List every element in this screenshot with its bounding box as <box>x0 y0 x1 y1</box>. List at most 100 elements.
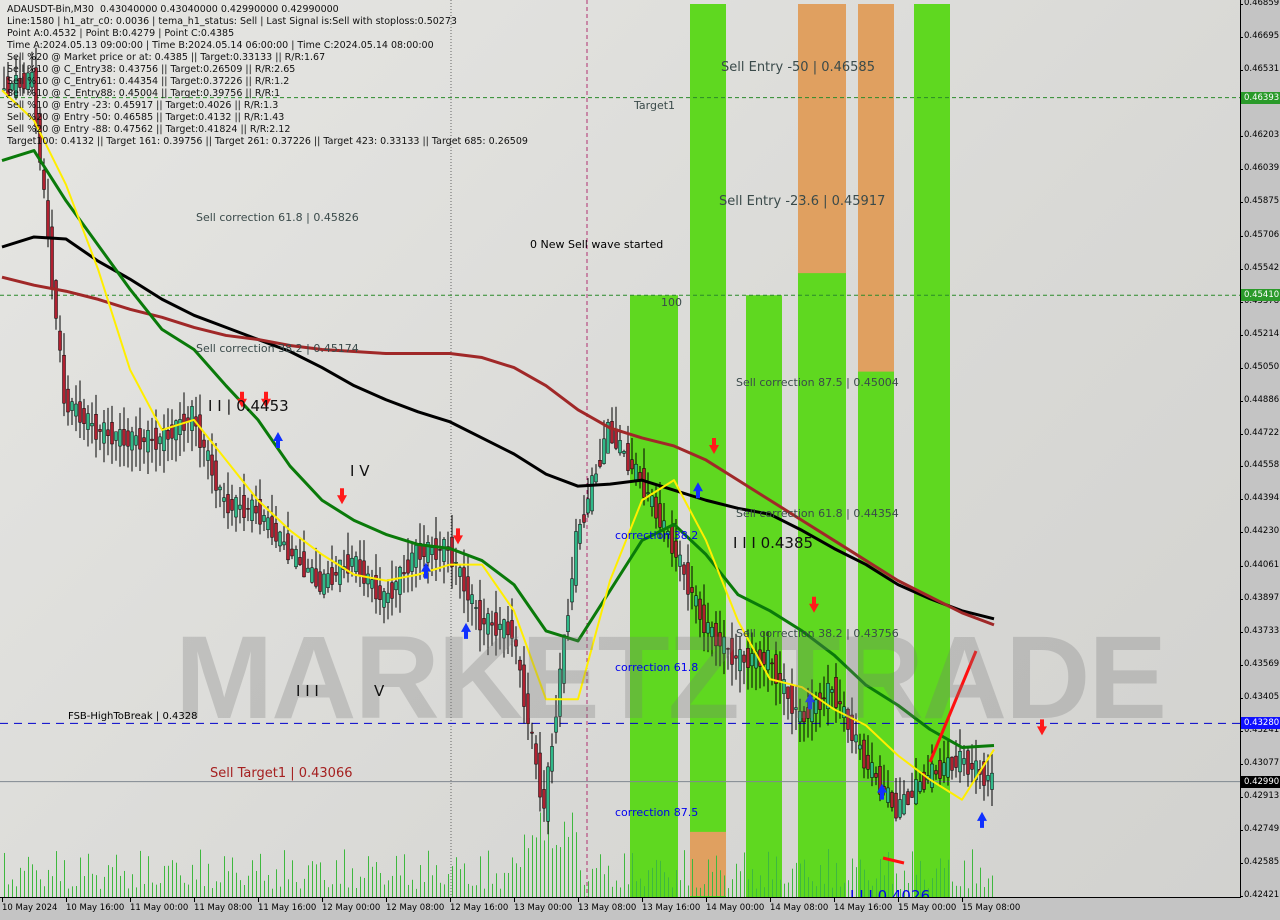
volume-bar <box>76 886 77 897</box>
volume-bar <box>756 888 757 897</box>
volume-bar <box>664 872 665 897</box>
volume-bar <box>352 868 353 897</box>
price-axis[interactable]: 0.468590.466950.465310.463670.462030.460… <box>1239 0 1280 900</box>
candle-body <box>550 746 554 772</box>
volume-bar <box>272 888 273 897</box>
candle-body <box>626 443 630 471</box>
time-tick: 14 May 00:00 <box>706 898 765 913</box>
candle-body <box>890 792 894 808</box>
candle-body <box>842 706 846 718</box>
volume-bar <box>28 856 29 897</box>
price-tick: 0.46695 <box>1239 30 1280 41</box>
candle-body <box>74 403 78 417</box>
volume-bar <box>768 851 769 897</box>
candle-body <box>630 459 634 470</box>
label-correction-61-8: correction 61.8 <box>615 661 699 674</box>
volume-bar <box>196 879 197 897</box>
volume-bar <box>592 868 593 897</box>
volume-bar <box>848 880 849 897</box>
volume-bar <box>580 870 581 897</box>
volume-bar <box>884 875 885 897</box>
volume-bar <box>496 873 497 897</box>
volume-bar <box>276 869 277 897</box>
candle-body <box>474 607 478 609</box>
volume-bar <box>916 874 917 897</box>
volume-bar <box>280 886 281 897</box>
candle-body <box>950 756 954 771</box>
volume-bar <box>468 883 469 897</box>
volume-bar <box>892 883 893 897</box>
volume-bar <box>868 880 869 897</box>
volume-bar <box>852 858 853 897</box>
sell-arrow-icon <box>337 488 347 505</box>
candle-body <box>906 791 910 805</box>
volume-bar <box>864 869 865 897</box>
info-line: Sell %20 @ Entry -88: 0.47562 || Target:… <box>7 124 291 135</box>
candle-body <box>30 71 34 88</box>
candle-body <box>838 701 842 705</box>
volume-bar <box>304 878 305 897</box>
candle-body <box>678 554 682 567</box>
candle-body <box>334 572 338 576</box>
volume-bar <box>900 888 901 897</box>
candle-body <box>498 623 502 630</box>
candle-body <box>622 451 626 454</box>
candle-body <box>70 401 74 411</box>
candle-body <box>406 559 410 574</box>
volume-bar <box>52 876 53 897</box>
candle-body <box>318 571 322 592</box>
volume-bar <box>728 888 729 897</box>
volume-bar <box>144 883 145 897</box>
price-tick: 0.46039 <box>1239 162 1280 173</box>
candle-body <box>230 499 234 511</box>
volume-bar <box>284 850 285 897</box>
volume-bar <box>32 864 33 897</box>
volume-bar <box>976 883 977 897</box>
buy-arrow-icon <box>693 482 703 499</box>
chart-plot-area[interactable]: MARKETZ TRADE ADAUSDT-Bin,M30 0.43040000… <box>0 0 1241 898</box>
candle-body <box>966 750 970 775</box>
volume-bar <box>620 887 621 897</box>
volume-bar <box>520 867 521 897</box>
volume-bar <box>652 867 653 897</box>
volume-bar <box>856 867 857 897</box>
volume-bar <box>992 875 993 897</box>
candle-body <box>54 280 58 319</box>
label-fsb-high-to-break: FSB-HighToBreak | 0.4328 <box>68 711 198 722</box>
candle-body <box>90 423 94 427</box>
price-level-badge: 0.45410 <box>1241 289 1280 302</box>
volume-bar <box>152 882 153 897</box>
volume-bar <box>904 870 905 897</box>
candle-body <box>362 560 366 584</box>
volume-bar <box>832 887 833 897</box>
volume-bar <box>384 884 385 897</box>
candle-body <box>934 770 938 775</box>
candle-body <box>942 762 946 776</box>
volume-bar <box>540 812 541 897</box>
price-tick: 0.43897 <box>1239 593 1280 604</box>
volume-bar <box>736 863 737 897</box>
candle-body <box>694 595 698 607</box>
candle-body <box>306 567 310 573</box>
time-axis[interactable]: 10 May 2024 10 May 16:00 11 May 00:00 11 Ma… <box>0 898 1240 920</box>
volume-bar <box>108 865 109 897</box>
candle-body <box>726 648 730 650</box>
volume-bar <box>584 884 585 897</box>
label-wave-iv: I V <box>350 462 370 480</box>
volume-bar <box>572 812 573 897</box>
volume-bar <box>20 867 21 897</box>
volume-bar <box>532 835 533 897</box>
volume-bar <box>588 881 589 897</box>
candle-body <box>722 636 726 654</box>
time-tick: 13 May 00:00 <box>514 898 573 913</box>
volume-bar <box>528 848 529 897</box>
sell-arrow-icon <box>1037 719 1047 736</box>
candle-body <box>786 686 790 699</box>
candle-body <box>894 792 898 819</box>
volume-bar <box>668 877 669 897</box>
candle-body <box>914 779 918 805</box>
candle-body <box>402 572 406 575</box>
volume-bar <box>148 856 149 897</box>
candle-body <box>178 419 182 435</box>
volume-bar <box>316 864 317 897</box>
